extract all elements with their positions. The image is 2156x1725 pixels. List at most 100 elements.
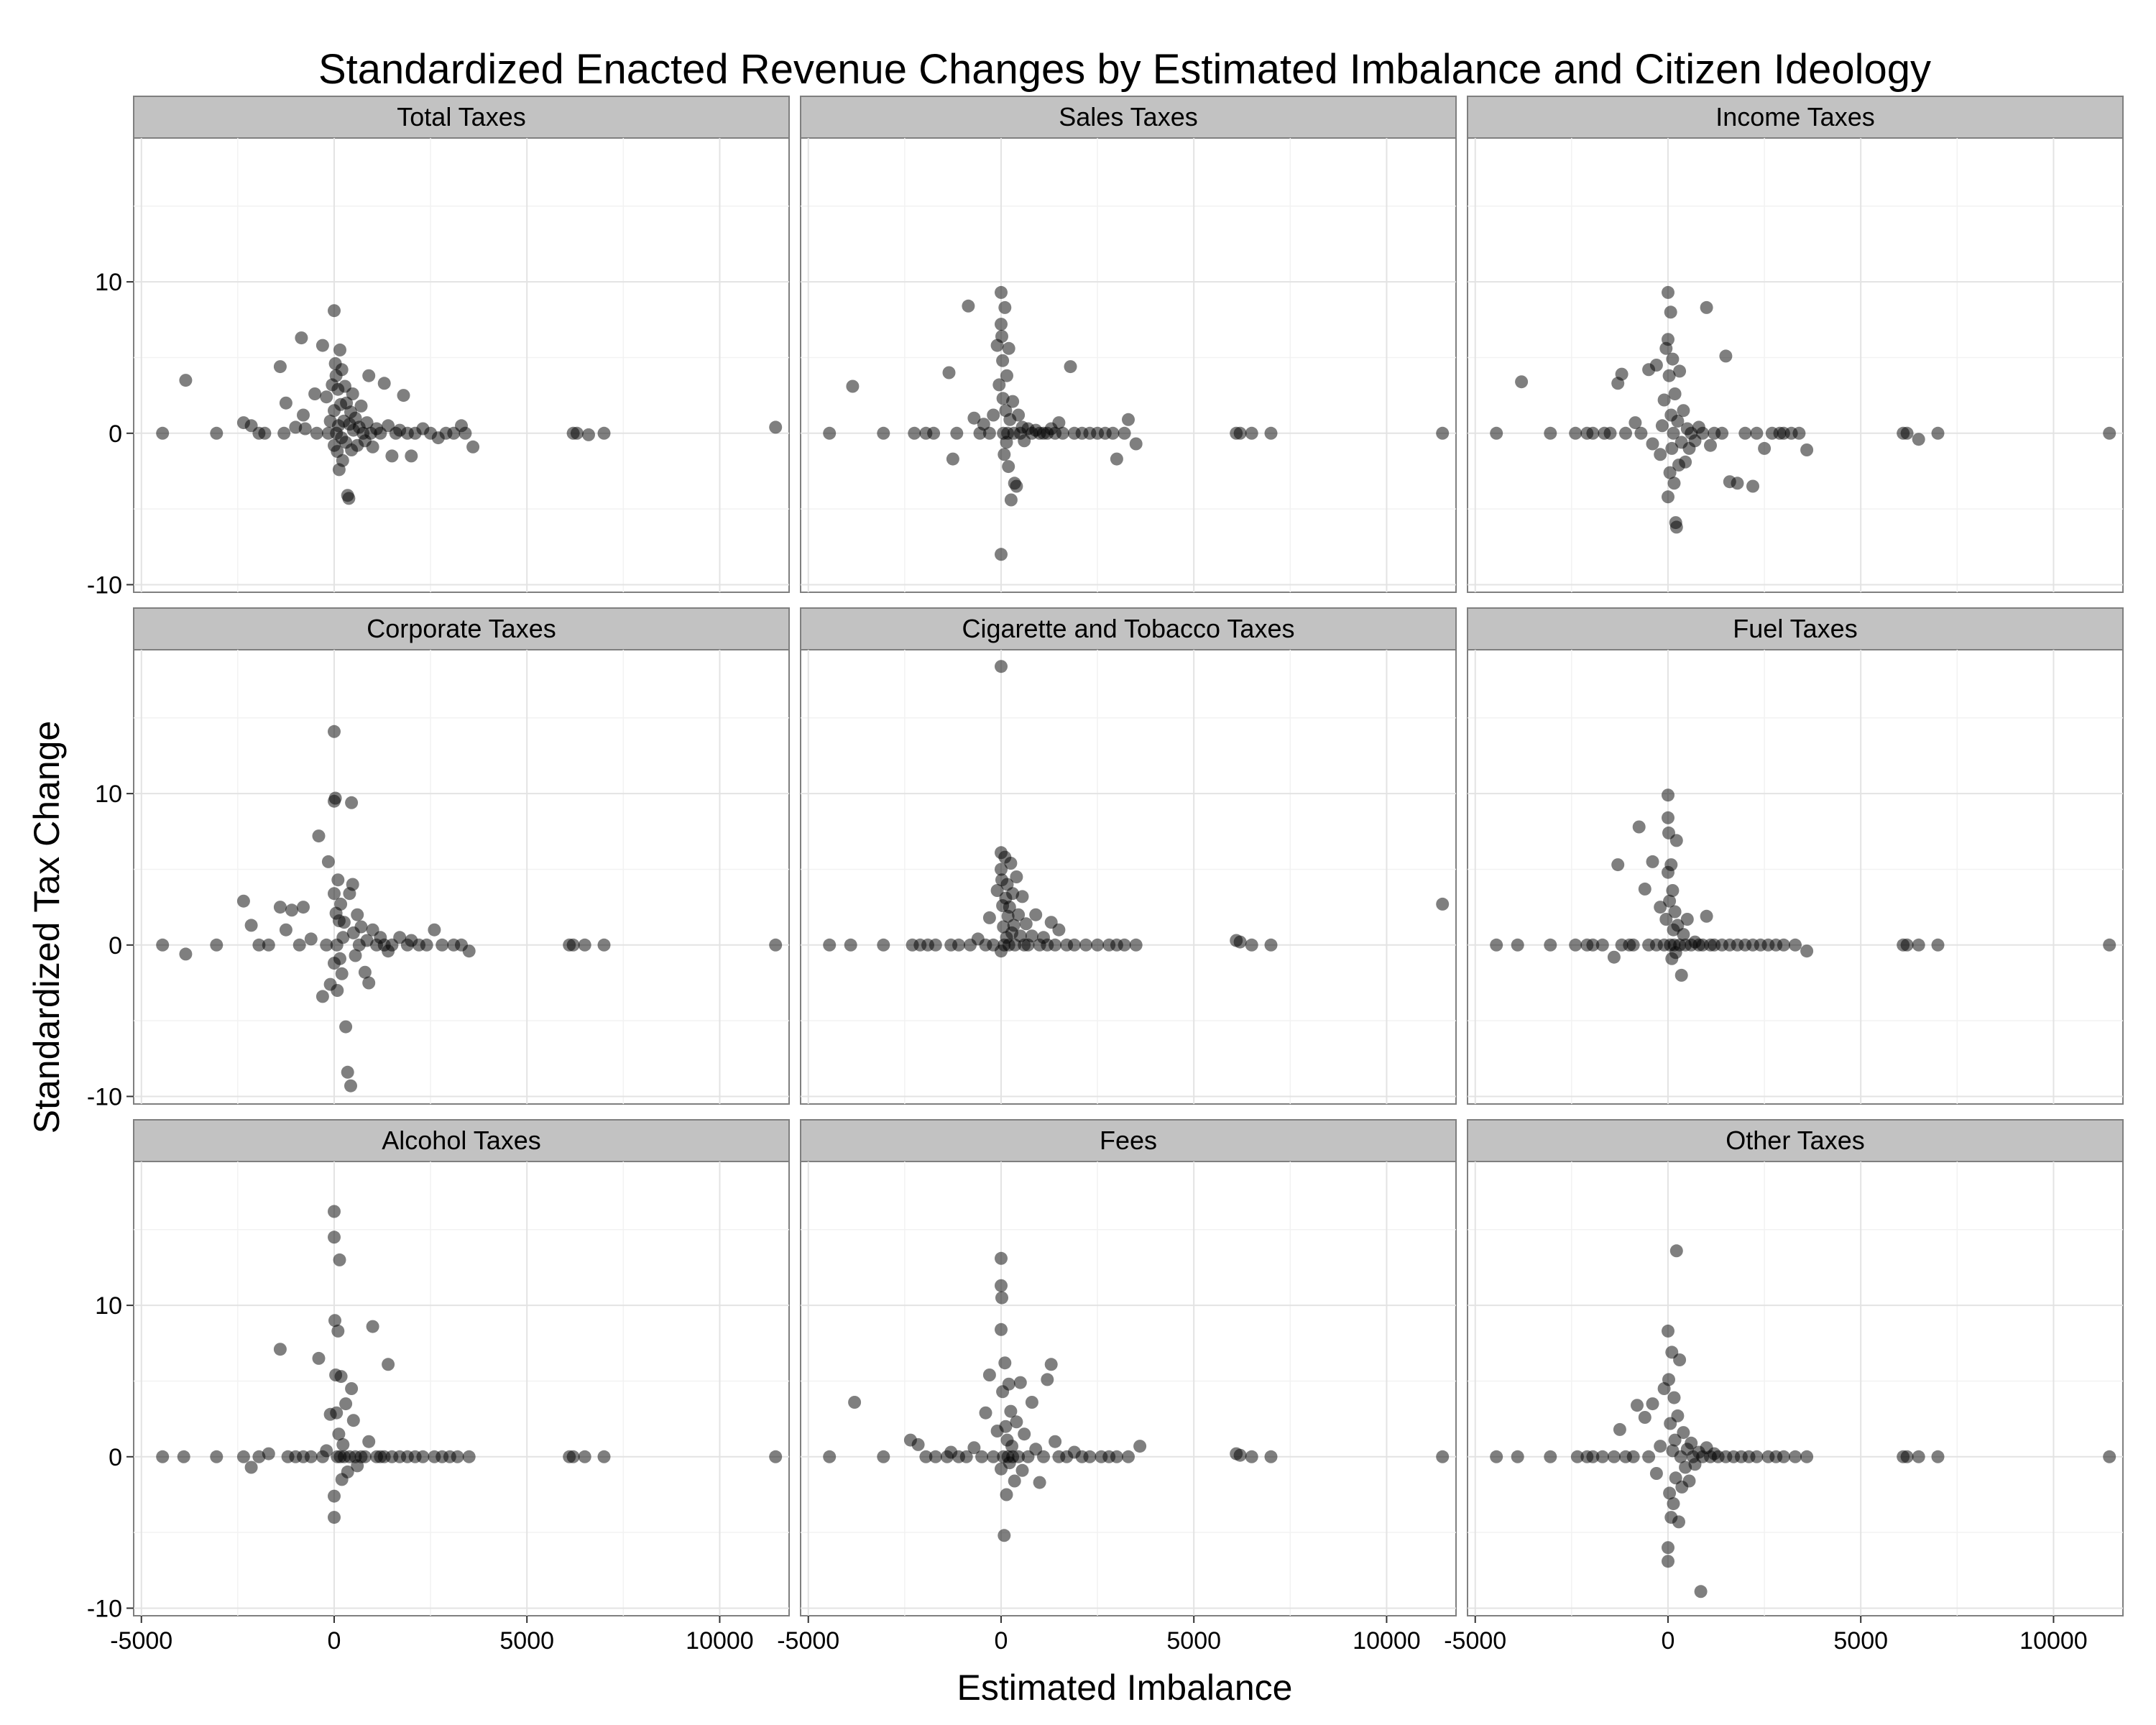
data-point: [320, 1444, 333, 1458]
data-point: [341, 1465, 354, 1478]
data-point: [1792, 426, 1806, 440]
y-tick-label: 10: [95, 781, 122, 808]
data-point: [1912, 433, 1925, 446]
data-point: [982, 426, 996, 440]
data-point: [1490, 938, 1503, 952]
panel-plot-area: [1468, 1162, 2123, 1616]
data-point: [1005, 1440, 1018, 1453]
data-point: [1025, 929, 1038, 943]
data-point: [358, 1450, 372, 1463]
data-point: [337, 916, 351, 929]
data-point: [466, 440, 480, 454]
data-point: [959, 1450, 973, 1463]
data-point: [987, 1450, 1000, 1463]
data-point: [1049, 1435, 1062, 1448]
panel-plot-area: [801, 138, 1456, 592]
data-point: [210, 1450, 224, 1463]
y-tick-label: -10: [87, 1595, 122, 1622]
data-point: [995, 330, 1008, 343]
facet-panel: Fees -5000 0 5000 10000: [777, 1119, 1457, 1655]
facet-title: Fees: [1100, 1126, 1157, 1155]
data-point: [1731, 477, 1744, 490]
data-point: [998, 1356, 1012, 1370]
data-point: [578, 1450, 591, 1463]
data-point: [1668, 1433, 1682, 1447]
x-tick-label: 10000: [2019, 1627, 2088, 1655]
data-point: [1662, 490, 1674, 504]
data-point: [335, 967, 349, 980]
data-point: [1436, 897, 1450, 911]
data-point: [328, 1314, 341, 1328]
data-point: [244, 919, 258, 932]
facet-title: Fuel Taxes: [1733, 614, 1857, 643]
data-point: [1667, 1391, 1681, 1404]
panel-plot-area: [134, 138, 789, 592]
data-point: [258, 426, 272, 440]
facet-title: Alcohol Taxes: [382, 1126, 540, 1155]
data-point: [1669, 834, 1683, 847]
x-tick-label: 0: [328, 1627, 341, 1655]
data-point: [952, 938, 965, 952]
data-point: [1010, 870, 1023, 883]
data-point: [1931, 426, 1945, 440]
data-point: [844, 938, 857, 952]
data-point: [979, 1406, 992, 1420]
data-point: [1544, 938, 1557, 952]
data-point: [312, 1351, 326, 1365]
data-point: [1642, 1450, 1656, 1463]
data-point: [911, 1438, 925, 1451]
data-point: [1632, 820, 1646, 834]
data-point: [304, 1450, 318, 1463]
data-point: [1672, 1515, 1685, 1529]
data-point: [877, 426, 890, 440]
data-point: [578, 938, 591, 952]
facet-panel: Sales Taxes: [800, 96, 1457, 593]
data-point: [331, 984, 344, 997]
data-point: [1646, 855, 1659, 868]
panel-background: [1467, 1161, 2124, 1616]
data-point: [1677, 1426, 1690, 1440]
data-point: [1033, 1476, 1046, 1489]
data-point: [1569, 938, 1583, 952]
data-point: [1041, 1373, 1054, 1386]
data-point: [1133, 1440, 1147, 1453]
data-point: [1668, 905, 1682, 919]
data-point: [345, 796, 359, 809]
data-point: [1679, 455, 1692, 469]
data-point: [289, 420, 303, 434]
data-point: [1628, 416, 1642, 430]
data-point: [1663, 466, 1677, 479]
data-point: [179, 374, 193, 387]
data-point: [308, 387, 322, 400]
data-point: [1611, 858, 1625, 872]
data-point: [1245, 1450, 1258, 1463]
data-point: [1436, 426, 1450, 440]
data-point: [1677, 928, 1690, 942]
data-point: [1002, 460, 1015, 474]
data-point: [341, 1065, 354, 1079]
data-point: [597, 426, 611, 440]
facet-strip: [800, 1119, 1457, 1162]
data-point: [1654, 901, 1667, 914]
data-point: [1129, 938, 1143, 952]
data-point: [1638, 882, 1651, 896]
data-point: [1669, 1471, 1682, 1485]
data-point: [1668, 387, 1682, 400]
data-point: [1511, 938, 1524, 952]
data-point: [1800, 944, 1814, 958]
data-point: [995, 285, 1008, 299]
data-point: [995, 1251, 1008, 1265]
data-point: [1700, 300, 1713, 314]
facet-panel: Other Taxes -5000 0 5000 10000: [1444, 1119, 2124, 1655]
data-point: [297, 408, 310, 422]
data-point: [328, 724, 341, 738]
data-point: [1004, 493, 1018, 507]
data-point: [1007, 919, 1021, 932]
data-point: [1607, 950, 1621, 964]
data-point: [1052, 416, 1066, 430]
data-point: [1649, 359, 1663, 372]
data-point: [1750, 426, 1764, 440]
data-point: [1233, 935, 1247, 949]
data-point: [1662, 369, 1676, 382]
